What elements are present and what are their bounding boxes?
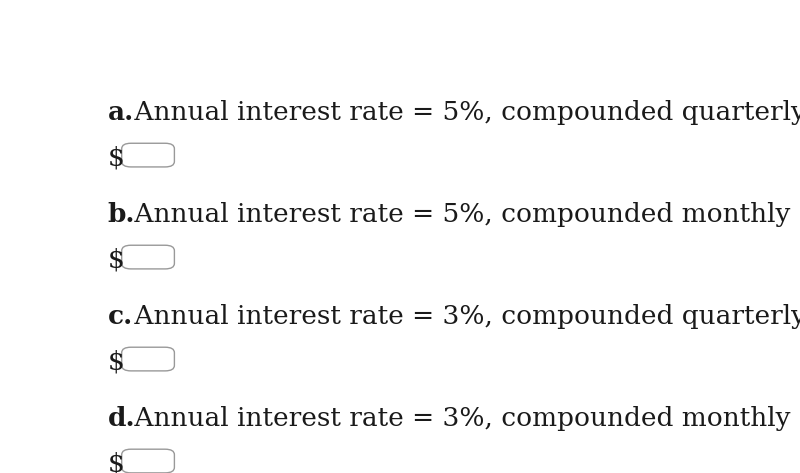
Text: $: $ — [107, 451, 124, 473]
Text: a.: a. — [107, 100, 134, 125]
Text: Annual interest rate = 5%, compounded monthly: Annual interest rate = 5%, compounded mo… — [126, 202, 790, 228]
Text: $: $ — [107, 349, 124, 374]
FancyBboxPatch shape — [122, 449, 174, 473]
Text: $: $ — [107, 247, 124, 272]
FancyBboxPatch shape — [122, 245, 174, 269]
Text: c.: c. — [107, 305, 133, 329]
Text: $: $ — [107, 145, 124, 170]
FancyBboxPatch shape — [122, 347, 174, 371]
Text: Annual interest rate = 3%, compounded quarterly: Annual interest rate = 3%, compounded qu… — [126, 305, 800, 329]
Text: Annual interest rate = 5%, compounded quarterly: Annual interest rate = 5%, compounded qu… — [126, 100, 800, 125]
FancyBboxPatch shape — [122, 143, 174, 167]
Text: d.: d. — [107, 406, 135, 431]
Text: Annual interest rate = 3%, compounded monthly: Annual interest rate = 3%, compounded mo… — [126, 406, 790, 431]
Text: b.: b. — [107, 202, 135, 228]
